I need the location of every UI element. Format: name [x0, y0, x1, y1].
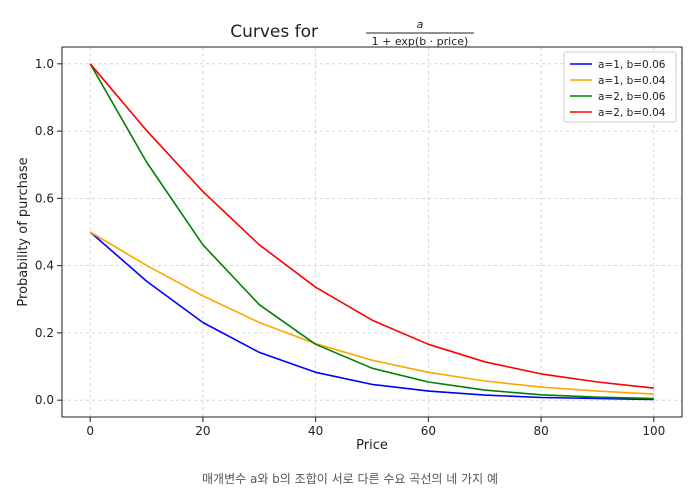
chart: Curves for a 1 + exp(b · price) 0 20 40 60 8… [16, 18, 683, 453]
x-tick-label: 80 [533, 424, 548, 438]
y-tick-label: 0.0 [35, 393, 54, 407]
legend: a=1, b=0.06 a=1, b=0.04 a=2, b=0.06 a=2, b=… [563, 51, 677, 123]
x-tick-label: 40 [308, 424, 323, 438]
y-tick-label: 0.6 [35, 191, 54, 205]
y-tick-label: 1.0 [35, 57, 54, 71]
legend-label: a=1, b=0.04 [598, 75, 666, 87]
figure-caption: 매개변수 a와 b의 조합이 서로 다른 수요 곡선의 네 가지 예 [202, 472, 498, 486]
y-tick-label: 0.8 [35, 124, 54, 138]
plot-frame [61, 46, 683, 418]
x-tick-label: 60 [421, 424, 436, 438]
legend-label: a=1, b=0.06 [598, 59, 666, 71]
y-tick-label: 0.4 [35, 259, 54, 273]
y-axis-ticks: 0.0 0.2 0.4 0.6 0.8 1.0 [35, 57, 62, 407]
chart-title: Curves for a 1 + exp(b · price) [230, 18, 474, 48]
x-axis-ticks: 0 20 40 60 80 100 [86, 417, 665, 438]
legend-label: a=2, b=0.06 [598, 91, 666, 103]
x-tick-label: 0 [86, 424, 94, 438]
series-line-3 [89, 63, 654, 400]
series-line-2 [89, 231, 654, 395]
legend-label: a=2, b=0.04 [598, 107, 666, 119]
y-tick-label: 0.2 [35, 326, 54, 340]
chart-title-numerator: a [417, 18, 424, 31]
x-tick-label: 100 [642, 424, 665, 438]
series-line-4 [89, 63, 654, 389]
y-axis-label: Probability of purchase [16, 157, 31, 306]
plot-lines [89, 63, 654, 401]
x-axis-label: Price [356, 438, 388, 453]
series-line-1 [89, 231, 654, 401]
x-tick-label: 20 [195, 424, 210, 438]
legend-box [563, 51, 677, 123]
chart-title-text: Curves for [230, 22, 318, 42]
chart-title-denominator: 1 + exp(b · price) [372, 35, 469, 48]
